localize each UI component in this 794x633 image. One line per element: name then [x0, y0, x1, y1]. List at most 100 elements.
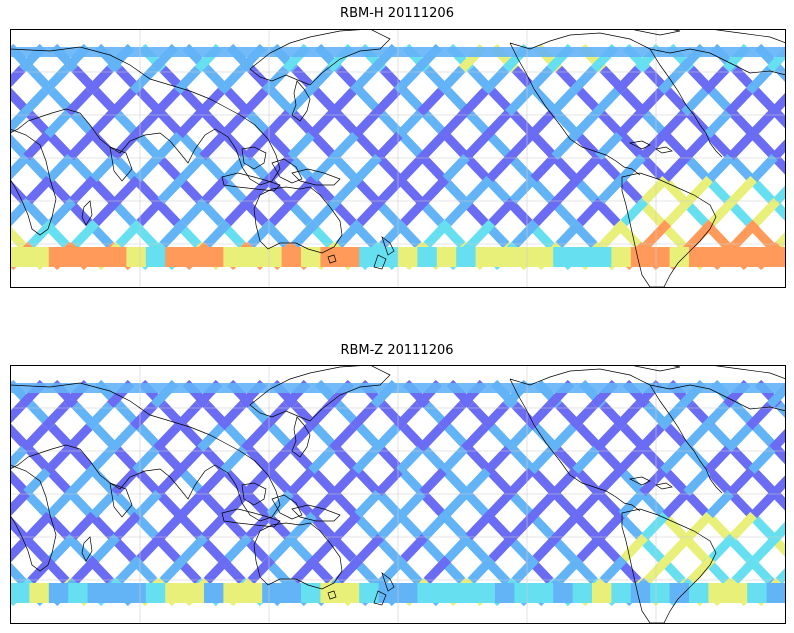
rbm-z-coastline — [109, 482, 133, 518]
rbm-h-south-band-cell — [533, 247, 555, 267]
rbm-z-swath-segment — [46, 467, 74, 497]
rbm-z-swath-segment — [704, 445, 732, 475]
rbm-z-swath-segment — [593, 423, 621, 453]
rbm-h-south-band-cell — [107, 247, 128, 267]
rbm-h-swath-segment — [134, 153, 162, 183]
rbm-h-swath-segment — [771, 138, 786, 161]
rbm-h-coastline — [81, 200, 93, 226]
rbm-h-swath-segment — [243, 131, 271, 161]
rbm-h-swath-segment — [400, 197, 428, 227]
rbm-h-swath-segment — [44, 109, 72, 139]
rbm-z-swath-segment — [486, 467, 514, 497]
rbm-h-coastline — [291, 80, 311, 122]
rbm-z-coastline — [629, 365, 681, 372]
rbm-h-swath-segment — [398, 153, 426, 183]
rbm-h-south-band-cell — [184, 247, 205, 267]
rbm-z-swath-segment — [65, 423, 93, 453]
rbm-z-south-band-cell — [689, 583, 710, 603]
rbm-z-swath-segment — [220, 445, 248, 475]
rbm-h-swath-segment — [67, 153, 95, 183]
rbm-z-swath-segment — [289, 511, 317, 541]
rbm-h-swath-segment — [530, 153, 558, 183]
rbm-z-swath-segment — [159, 555, 188, 585]
rbm-h-coastline — [10, 128, 57, 236]
rbm-z-swath-segment — [155, 467, 183, 497]
rbm-h-swath-segment — [569, 65, 598, 95]
rbm-z-south-band — [10, 583, 786, 603]
rbm-z-swath-segment — [771, 489, 786, 512]
rbm-z-swath-segment — [553, 511, 581, 541]
rbm-h-swath-segment — [310, 131, 338, 161]
rbm-z-swath-segment — [660, 445, 688, 475]
rbm-h-graticule — [10, 29, 786, 288]
rbm-z-swath-segment — [463, 467, 491, 497]
rbm-h-swath-segment — [356, 197, 384, 227]
rbm-h-coastline — [10, 46, 281, 186]
rbm-h-swath-segment — [463, 153, 491, 183]
rbm-z-coastline — [709, 365, 786, 380]
rbm-z-swath-segment — [243, 467, 271, 497]
rbm-z-swath-segment — [335, 555, 364, 585]
rbm-h-swath-segment — [203, 219, 232, 249]
rbm-h-swath-segment — [467, 219, 496, 249]
rbm-h-south-band-cell — [611, 247, 632, 267]
rbm-z-swath-segment — [134, 489, 162, 519]
rbm-h-swath-segment — [10, 65, 26, 89]
rbm-h-swath-segment — [178, 153, 206, 183]
rbm-h-swath-segment — [509, 175, 537, 205]
rbm-h-coastline — [327, 254, 337, 264]
rbm-h-swath-segment — [241, 87, 269, 117]
rbm-z-south-band-cell — [223, 583, 244, 603]
rbm-z-swath-segment — [48, 533, 76, 563]
panel-title-rbm-z: RBM-Z 20111206 — [340, 343, 454, 358]
rbm-h-south-band-cell — [165, 247, 186, 267]
rbm-z-swath-segment — [373, 423, 401, 453]
rbm-h-swath-segment — [657, 65, 686, 95]
rbm-z-coastline — [10, 382, 281, 522]
rbm-z-swath-segment — [727, 489, 755, 519]
rbm-h-south-band-cell — [398, 247, 419, 267]
rbm-z-swath-segment — [10, 401, 26, 425]
rbm-z-swath-segment — [643, 555, 672, 585]
rbm-h-swath-segment — [620, 197, 648, 227]
rbm-h-south-band-cell — [417, 247, 438, 267]
rbm-z-swath-segment — [21, 423, 49, 453]
rbm-z-swath-segment — [572, 445, 600, 475]
rbm-h-swath-segment — [660, 109, 688, 139]
rbm-h-south-band-cell — [495, 247, 516, 267]
rbm-z-swath-segment — [706, 467, 734, 497]
rbm-h-south-band-cell — [708, 247, 729, 267]
rbm-z-south-band-cell — [475, 583, 496, 603]
rbm-h-swath-segment — [261, 65, 290, 95]
rbm-z-swath-segment — [419, 489, 447, 519]
rbm-h-swath-segment — [704, 109, 732, 139]
rbm-h-swath-segment — [701, 65, 730, 95]
rbm-z-swath-segment — [375, 489, 403, 519]
rbm-h-swath-segment — [745, 65, 774, 95]
rbm-h-coastline — [629, 29, 681, 36]
rbm-h-swath-segment — [618, 131, 646, 161]
rbm-z-south-band-cell — [68, 583, 89, 603]
rbm-h-coastline — [621, 172, 717, 288]
rbm-h-swath-segment — [442, 131, 470, 161]
rbm-z-south-band-cell — [553, 583, 574, 603]
rbm-z-swath-segment — [662, 467, 690, 497]
rbm-z-swath-segment — [111, 467, 139, 497]
rbm-h-swath-segment — [748, 109, 776, 139]
rbm-h-swath-segment — [484, 109, 512, 139]
rbm-z-south-band-cell — [669, 583, 690, 603]
rbm-z-swath-segment — [69, 511, 97, 541]
rbm-z-swath-segment — [507, 489, 535, 519]
rbm-z-swath-segment — [398, 489, 426, 519]
rbm-z-south-band-cell — [650, 583, 671, 603]
rbm-z-swath-segment — [25, 511, 53, 541]
rbm-h-swath-segment — [115, 219, 144, 249]
rbm-z-coastline — [381, 572, 395, 592]
rbm-h-south-band-cell — [359, 247, 380, 267]
rbm-z-swath-segment — [595, 489, 623, 519]
rbm-h-swath-segment — [224, 197, 252, 227]
rbm-h-swath-segment — [419, 131, 447, 161]
rbm-h-swath-segment — [289, 175, 317, 205]
rbm-z-swath-segment — [331, 489, 359, 519]
rbm-h-south-band-cell — [262, 247, 283, 267]
